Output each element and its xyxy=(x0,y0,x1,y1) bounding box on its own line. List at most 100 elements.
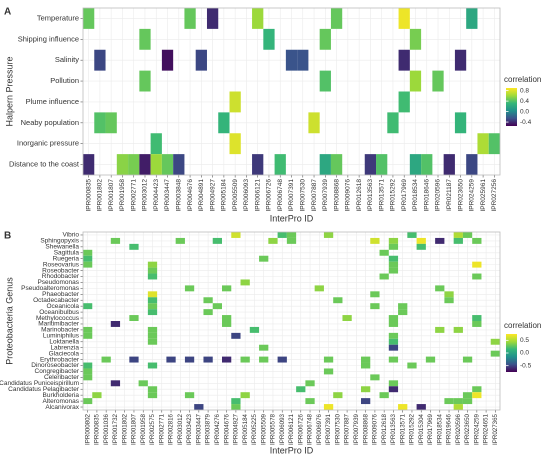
y-tick-label: Octadecabacter xyxy=(33,297,80,304)
heatmap-cell xyxy=(323,368,334,375)
heatmap-cell xyxy=(388,332,399,339)
x-tick-label: IPR020596 xyxy=(455,413,462,445)
x-tick-label: IPR023650 xyxy=(457,179,464,212)
x-tick-label: IPR012618 xyxy=(381,413,388,445)
y-tick-label: Dinoroseobacter xyxy=(31,362,80,369)
x-tick-label: IPR005225 xyxy=(251,413,258,445)
heatmap-cell xyxy=(472,261,482,268)
x-axis-title: InterPro ID xyxy=(270,213,314,223)
heatmap-cell xyxy=(361,362,371,369)
x-tick-label: IPR001958 xyxy=(119,179,126,212)
x-tick-label: IPR000802 xyxy=(84,413,91,445)
heatmap-cell xyxy=(319,154,331,175)
heatmap-cell xyxy=(166,356,176,363)
heatmap-cell xyxy=(229,133,241,155)
heatmap-cell xyxy=(297,49,309,71)
heatmap-cell xyxy=(175,237,185,244)
x-tick-label: IPR007530 xyxy=(334,413,341,445)
legend-tick-label: 0.0 xyxy=(520,350,529,357)
heatmap-cell xyxy=(138,380,148,387)
heatmap-cell xyxy=(466,154,478,175)
heatmap-cell xyxy=(398,49,410,71)
x-tick-label: IPR006726 xyxy=(266,179,273,212)
x-tick-label: IPR015292 xyxy=(409,413,416,445)
heatmap-cell xyxy=(147,261,158,268)
heatmap-cell xyxy=(139,28,151,50)
y-tick-label: Distance to the coast xyxy=(9,160,80,169)
heatmap-cell xyxy=(387,112,399,134)
x-tick-label: IPR001807 xyxy=(131,413,138,445)
heatmap-cell xyxy=(472,392,482,399)
heatmap-cell xyxy=(161,49,174,71)
x-tick-label: IPR000835 xyxy=(94,413,101,445)
heatmap-cell xyxy=(222,356,232,363)
heatmap-cell xyxy=(92,392,102,399)
heatmap-cell xyxy=(231,404,241,410)
heatmap-cell xyxy=(222,315,232,321)
x-tick-label: IPR001802 xyxy=(97,179,104,212)
panel-letter: A xyxy=(4,7,11,18)
heatmap-cell xyxy=(218,112,230,134)
heatmap-cell xyxy=(252,154,264,175)
x-tick-label: IPR007530 xyxy=(299,179,306,212)
x-tick-label: IPR006748 xyxy=(277,179,284,212)
x-tick-label: IPR024259 xyxy=(473,413,480,445)
y-tick-label: Luminiphilus xyxy=(43,333,80,340)
y-tick-label: Alteromonas xyxy=(43,398,80,405)
x-tick-label: IPR003879 xyxy=(205,413,212,445)
panel-border xyxy=(82,7,501,176)
x-tick-label: IPR005184 xyxy=(221,179,228,212)
heatmap-cell xyxy=(435,237,445,244)
heatmap-cell xyxy=(462,392,473,399)
heatmap-cell xyxy=(83,303,93,310)
heatmap-cell xyxy=(333,297,343,304)
x-tick-label: IPR013571 xyxy=(399,413,406,445)
heatmap-cell xyxy=(203,356,213,363)
heatmap-cell xyxy=(308,112,320,134)
heatmap-cell xyxy=(462,356,473,363)
y-tick-label: Rhodobacter xyxy=(42,273,80,280)
heatmap-cell xyxy=(139,70,151,92)
heatmap-cell xyxy=(421,154,433,175)
heatmap-cell xyxy=(110,321,121,327)
heatmap-cell xyxy=(398,309,408,316)
heatmap-cell xyxy=(472,273,482,280)
heatmap-cell xyxy=(323,356,334,363)
x-tick-label: IPR006121 xyxy=(254,179,261,212)
heatmap-cell xyxy=(398,8,410,29)
x-tick-label: IPR013571 xyxy=(378,179,385,212)
heatmap-cell xyxy=(129,315,139,321)
legend-title: correlation xyxy=(504,321,541,330)
x-tick-label: IPR003423 xyxy=(186,413,193,445)
x-tick-label: IPR004676 xyxy=(187,179,194,212)
x-tick-label: IPR025961 xyxy=(480,179,487,212)
heatmap-cell xyxy=(83,362,93,369)
y-tick-label: Congregibacter xyxy=(35,368,80,375)
heatmap-cell xyxy=(231,332,241,339)
heatmap-cell xyxy=(388,356,399,363)
x-tick-label: IPR007391 xyxy=(288,179,295,212)
heatmap-cell xyxy=(184,285,195,292)
heatmap-cell xyxy=(361,356,371,363)
heatmap-cell xyxy=(83,398,93,405)
y-tick-label: Pseudoalteromonas xyxy=(21,285,80,292)
x-tick-label: IPR001732 xyxy=(112,413,119,445)
heatmap-cell xyxy=(222,285,232,292)
heatmap-cell xyxy=(206,8,219,29)
panel-border xyxy=(82,231,501,411)
heatmap-cell xyxy=(94,112,106,134)
heatmap-cell xyxy=(277,356,287,363)
heatmap-cell xyxy=(416,243,426,250)
x-tick-label: IPR021187 xyxy=(446,179,453,211)
heatmap-cell xyxy=(286,232,297,238)
heatmap-cell xyxy=(376,154,388,175)
heatmap-cell xyxy=(263,28,275,50)
heatmap-cell xyxy=(330,154,343,175)
x-tick-label: IPR004676 xyxy=(223,413,230,445)
y-tick-label: Candidatus Puniceispirillum xyxy=(0,380,79,387)
legend-tick-label: -0.5 xyxy=(520,362,532,369)
heatmap-cell xyxy=(240,356,250,363)
x-tick-label: IPR005509 xyxy=(260,413,267,445)
x-tick-label: IPR004927 xyxy=(209,179,216,212)
heatmap-cell xyxy=(364,154,377,175)
